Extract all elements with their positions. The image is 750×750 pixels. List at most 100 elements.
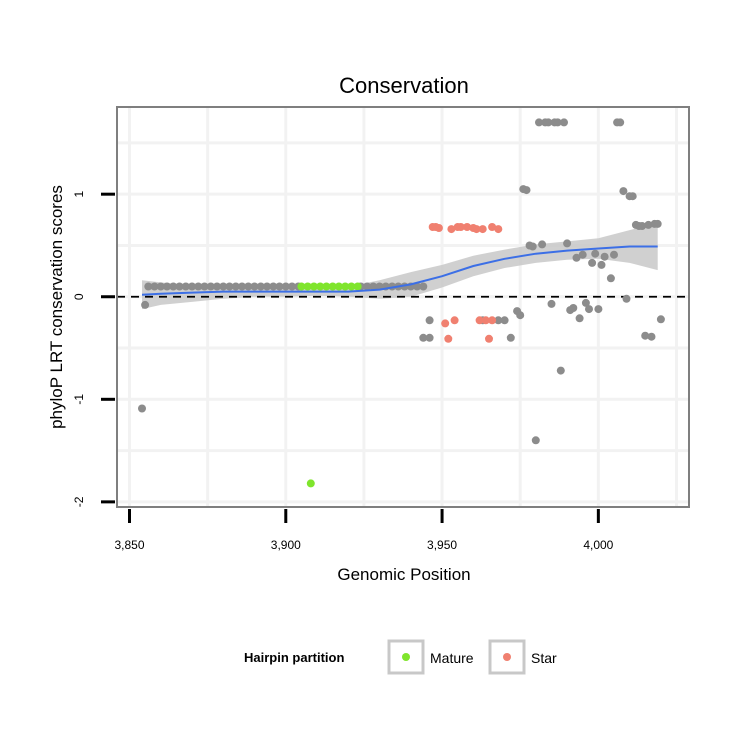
data-point-other [572,253,581,262]
data-point-star [447,225,456,234]
x-tick-label: 3,950 [427,538,457,552]
data-point-other [288,282,296,291]
data-point-mature [334,282,343,291]
data-point-other [628,192,637,201]
data-point-other [644,220,653,229]
data-point-star [494,225,503,234]
data-point-other [556,366,565,375]
data-point-other [581,298,590,307]
chart-title: Conservation [339,73,469,98]
data-point-other [616,118,625,127]
data-point-other [575,314,584,323]
data-point-other [281,282,290,291]
x-axis: 3,850 3,900 3,950 4,000 [114,509,614,552]
data-point-mature [297,282,306,291]
data-point-other [547,299,556,308]
data-point-other [188,282,196,291]
data-point-other [656,315,665,324]
data-point-other [494,316,503,325]
data-point-star [488,316,497,325]
data-point-other [622,294,631,303]
data-point-other [219,282,228,291]
data-point-other [250,282,259,291]
data-point-other [588,258,597,267]
data-point-star [444,334,453,343]
data-point-other [206,282,215,291]
data-point-other [275,282,284,291]
data-point-mature [328,282,337,291]
data-point-other [538,240,547,249]
y-tick-label: -2 [72,496,86,507]
smooth-line-layer [141,245,658,296]
legend-dot-mature [402,653,410,661]
smooth-trend-line [141,245,658,296]
data-point-other [594,305,603,314]
data-point-other [544,118,553,127]
data-point-other [138,404,146,413]
data-point-other [619,187,628,196]
legend-dot-star [503,653,511,661]
data-point-other [419,333,428,342]
data-point-other [653,219,662,228]
data-point-other [200,282,209,291]
data-point-other [563,239,572,248]
legend-title: Hairpin partition [244,650,344,665]
data-point-other [600,252,609,261]
legend-label-mature: Mature [430,650,474,666]
data-point-star [475,316,484,325]
data-point-other [144,282,153,291]
data-point-other [181,282,190,291]
data-point-other [194,282,203,291]
data-point-other [225,282,234,291]
data-point-star [463,223,472,231]
data-point-other [638,222,647,230]
data-point-mature [341,282,350,291]
y-tick-label: -1 [72,394,86,405]
data-point-other [522,186,531,195]
data-point-other [500,316,509,325]
data-point-other [263,282,271,291]
legend: Hairpin partition Mature Star [244,639,557,675]
data-point-other [569,304,578,312]
data-point-star [472,225,481,234]
x-tick-label: 3,850 [114,538,144,552]
data-point-star [456,223,465,231]
data-point-other [175,282,184,291]
data-point-other [606,274,615,283]
data-point-other [516,311,525,320]
data-point-other [419,282,428,291]
data-point-mature [306,479,315,488]
data-point-mature [316,282,325,291]
data-point-other [597,260,606,269]
data-point-star [441,319,450,328]
data-point-other [425,333,434,342]
data-point-other [591,249,600,258]
y-tick-label: 1 [72,191,86,198]
data-point-other [256,282,265,291]
data-point-other [585,305,593,314]
data-point-other [163,282,171,291]
data-point-other [578,250,587,259]
legend-label-star: Star [531,650,557,666]
data-point-star [481,316,490,325]
x-tick-label: 3,900 [271,538,301,552]
data-point-other [647,332,656,341]
data-point-other [413,282,422,291]
x-tick-label: 4,000 [583,538,613,552]
data-point-other [156,282,165,291]
data-point-mature [347,282,356,291]
data-point-other [244,282,253,291]
data-point-star [478,225,487,234]
data-point-star [434,224,443,232]
data-point-other [528,242,537,251]
data-point-other [553,118,562,127]
x-axis-title: Genomic Position [337,565,470,584]
data-point-other [269,282,278,291]
data-point-other [213,282,221,291]
data-point-mature [353,282,362,291]
data-point-other [535,118,543,127]
plot-panel [116,106,690,508]
data-point-other [560,118,568,127]
data-point-other [231,282,240,291]
